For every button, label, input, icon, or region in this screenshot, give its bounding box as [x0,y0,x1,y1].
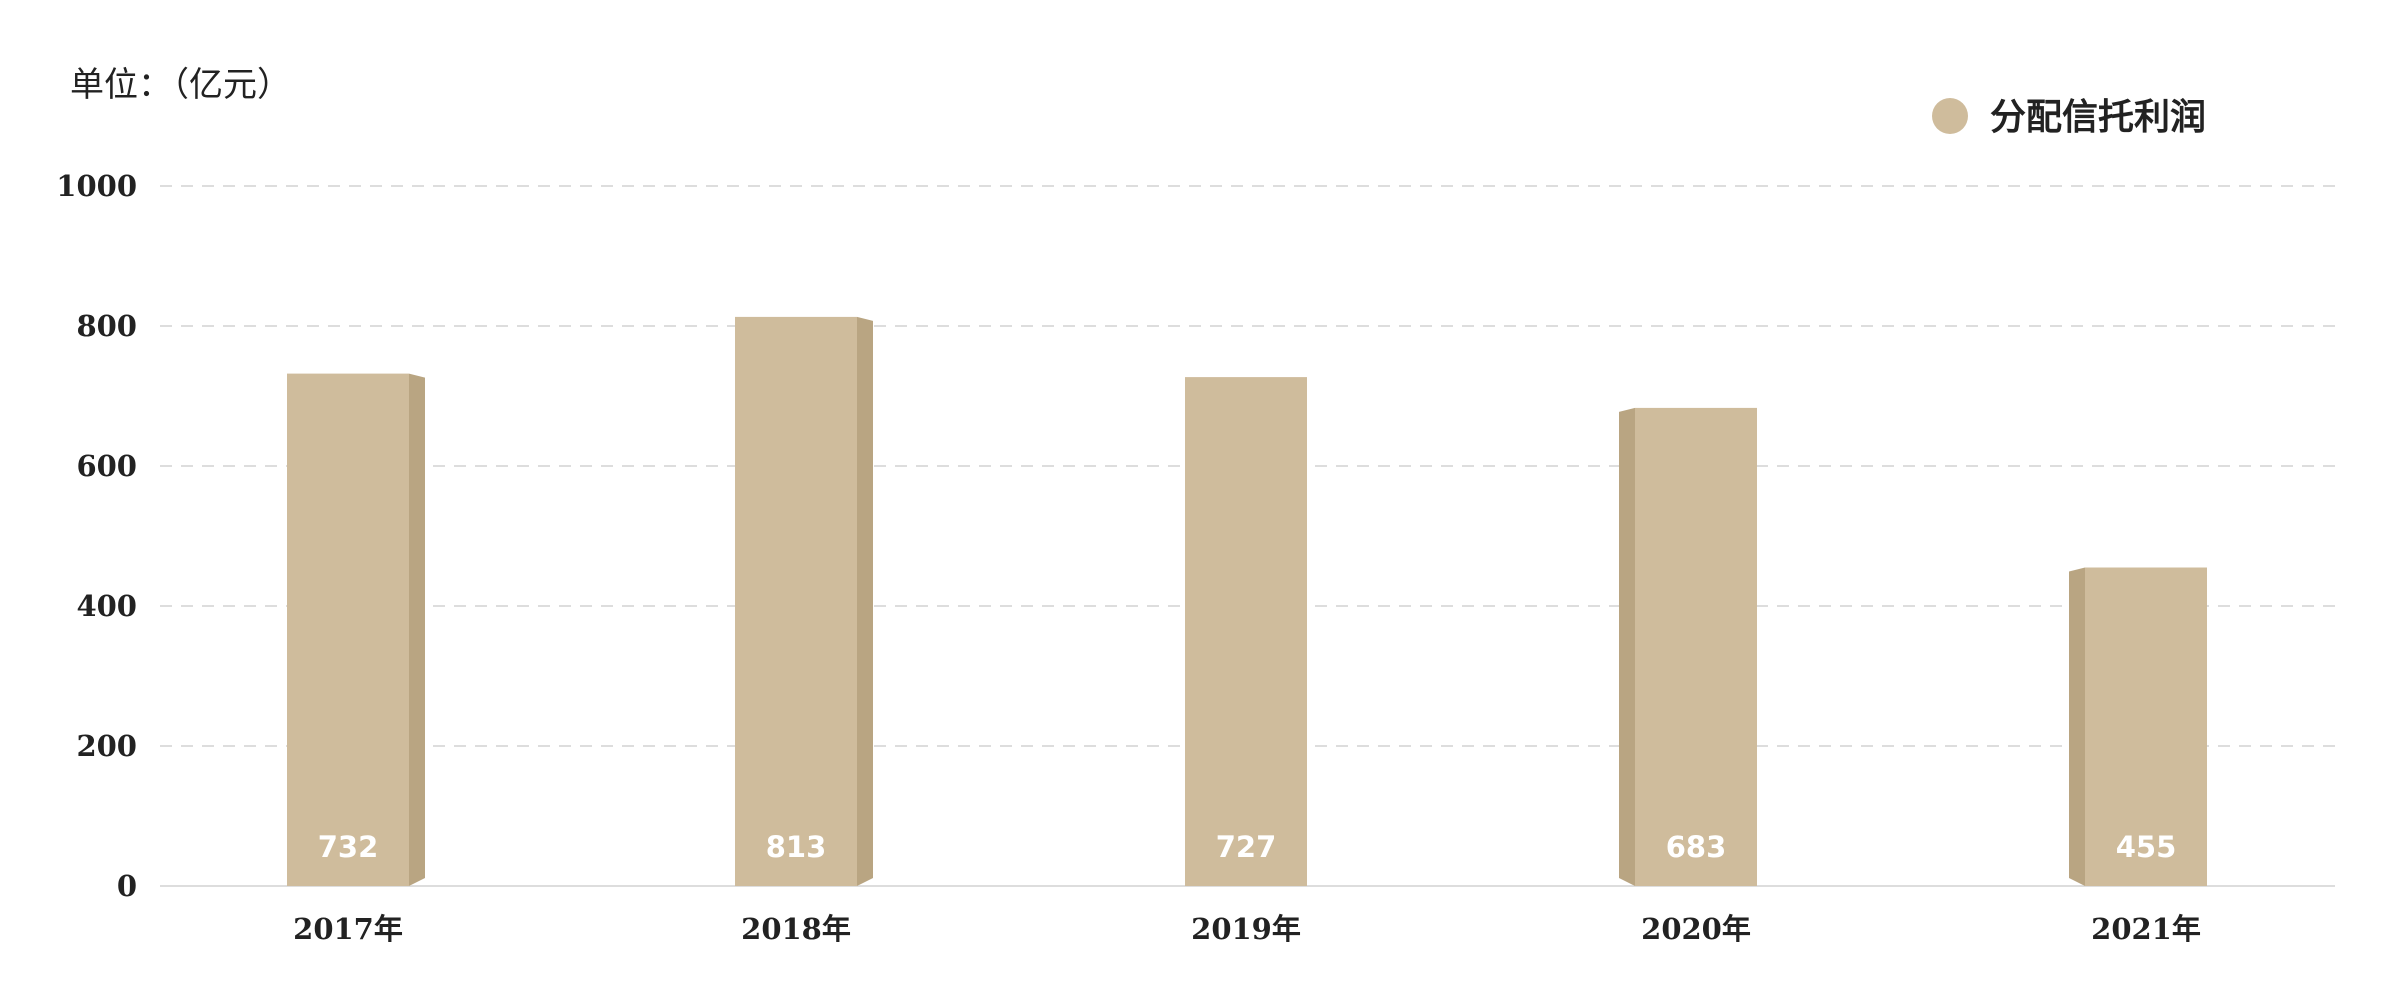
y-tick-label: 400 [76,589,137,623]
legend-marker [1932,98,1968,134]
bar-value-label: 727 [1216,830,1277,864]
bars [287,316,2207,887]
x-tick-label: 2019年 [1191,912,1301,946]
bar [1185,377,1307,886]
grid-lines [160,185,2335,747]
bar-side [1619,407,1635,886]
bar [287,373,409,887]
bar-group [1185,377,1307,886]
legend: 分配信托利润 [1932,96,2206,138]
y-tick-label: 200 [76,729,137,763]
x-tick-label: 2021年 [2091,912,2201,946]
bar-side [409,373,425,887]
bar-value-label: 683 [1666,830,1727,864]
bar-side [857,316,873,886]
bar-group [1619,407,1757,886]
x-tick-label: 2018年 [741,912,851,946]
bar-side [2069,567,2085,886]
y-tick-label: 800 [76,309,137,343]
y-tick-label: 1000 [56,169,137,203]
labels: 0 200 400 600 800 1000 732 2017年 813 2018年 727 2019… [56,169,2201,946]
bar-value-label: 455 [2116,830,2177,864]
bar-value-label: 732 [318,830,379,864]
x-tick-label: 2017年 [293,912,403,946]
bar-group [735,316,873,886]
y-tick-label: 600 [76,449,137,483]
bar [2085,567,2207,886]
bar-group [2069,567,2207,886]
y-tick-label: 0 [117,869,137,903]
x-tick-label: 2020年 [1641,912,1751,946]
bar-group [287,373,425,887]
unit-label: 单位：（亿元） [70,65,291,105]
bar [1635,407,1757,886]
bar [735,316,857,886]
bar-value-label: 813 [766,830,827,864]
legend-label: 分配信托利润 [1990,96,2206,138]
